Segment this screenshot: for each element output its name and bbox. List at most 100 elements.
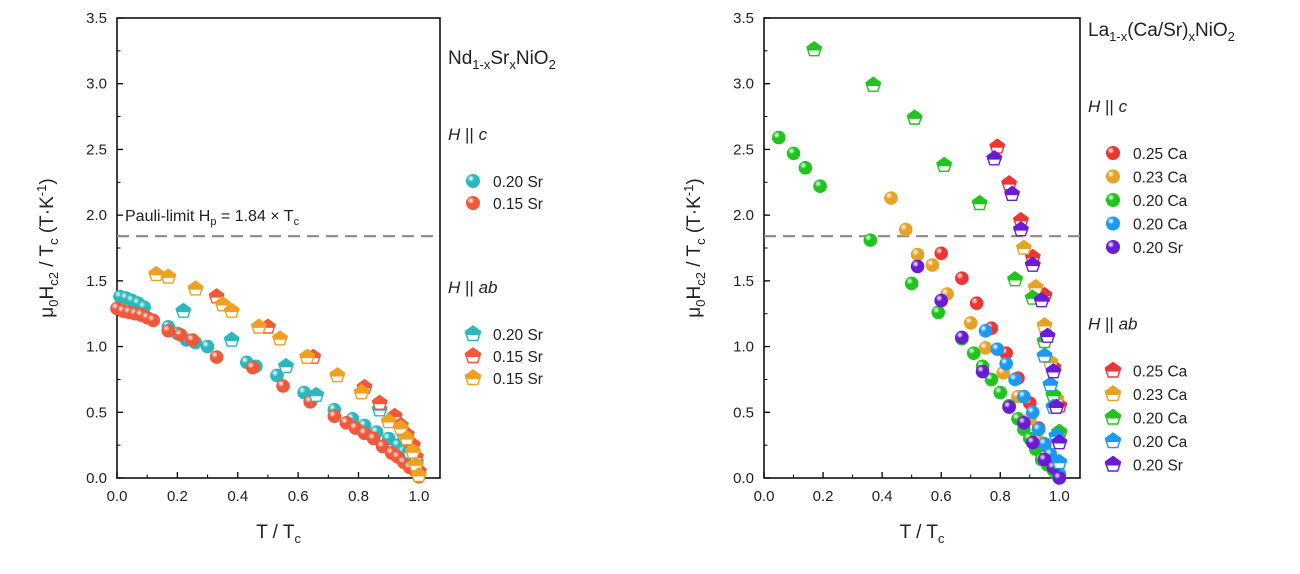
data-point [999, 356, 1013, 371]
y-tick-label: 3.0 [86, 76, 107, 93]
x-tick-label: 0.8 [990, 488, 1011, 505]
data-point [223, 302, 240, 318]
data-point [392, 419, 409, 435]
panel-title: La1-x(Ca/Sr)xNiO2 [1088, 20, 1235, 44]
legend-marker [464, 325, 482, 342]
data-point [936, 156, 953, 173]
y-tick-label: 0.0 [733, 470, 754, 487]
data-point [1017, 416, 1031, 430]
x-axis-label: T / Tc [900, 522, 945, 546]
y-tick-label: 1.0 [733, 339, 754, 356]
data-point [371, 394, 388, 410]
x-tick-label: 1.0 [1049, 488, 1070, 505]
data-point [270, 368, 284, 383]
panel-nd-srnio2: 0.0 0.2 0.4 0.6 0.8 1.0 0.0 0.5 1.0 1.5 2.0 2.5 3.0 3… [34, 10, 556, 546]
data-point [148, 265, 165, 282]
legend-label: 0.25 Ca [1133, 146, 1188, 163]
data-point [380, 413, 397, 429]
data-point [1006, 271, 1024, 287]
data-point [934, 293, 948, 308]
legend-group-header: H || ab [448, 278, 497, 297]
y-tick-label: 1.0 [86, 339, 107, 356]
y-axis-label: μ0Hc2 / Tc (T·K-1) [681, 178, 708, 317]
data-point [246, 360, 260, 375]
y-axis-label: μ0Hc2 / Tc (T·K-1) [34, 178, 61, 317]
data-point [863, 233, 878, 247]
data-point [366, 431, 381, 446]
data-point [398, 430, 415, 446]
data-point [1012, 221, 1030, 237]
panel-la-casr-nio2: 0.0 0.2 0.4 0.6 0.8 1.0 0.0 0.5 1.0 1.5 2.0 2.5 3.0 3… [681, 10, 1235, 546]
data-point [910, 247, 925, 262]
legend-marker [1104, 432, 1122, 449]
data-point [904, 276, 919, 291]
x-axis-label: T / Tc [256, 522, 301, 546]
data-point [969, 296, 984, 311]
series-sphere-2 [771, 130, 1067, 484]
data-point [1037, 437, 1052, 451]
data-point [934, 246, 948, 261]
data-point [1017, 389, 1031, 404]
y-tick-label: 2.5 [733, 141, 754, 158]
data-point [813, 179, 827, 194]
data-point [806, 41, 823, 57]
data-point [925, 258, 940, 272]
data-point [963, 316, 978, 330]
data-point [276, 379, 290, 393]
legend-marker [1106, 216, 1120, 231]
y-tick-label: 2.0 [733, 207, 754, 224]
y-tick-label: 2.5 [86, 141, 107, 158]
x-tick-label: 0.6 [288, 488, 309, 505]
legend-marker [466, 196, 480, 210]
data-point [966, 346, 981, 360]
data-point [978, 341, 993, 355]
legend-group-header: H || c [1088, 97, 1128, 116]
pauli-limit-label: Pauli-limit Hp = 1.84 × Tc [125, 208, 300, 228]
legend-label: 0.20 Sr [493, 174, 543, 191]
data-point [187, 280, 204, 296]
legend-marker [1104, 385, 1122, 402]
data-point [906, 109, 923, 125]
data-point [1025, 435, 1040, 450]
panel-title: Nd1-xSrxNiO2 [448, 48, 556, 72]
legend-marker [1106, 240, 1120, 254]
data-point [299, 348, 316, 364]
legend-label: 0.23 Ca [1133, 170, 1188, 187]
legend-label: 0.15 Sr [493, 371, 543, 388]
x-tick-label: 0.6 [931, 488, 952, 505]
data-point [898, 222, 913, 237]
y-tick-label: 0.0 [86, 470, 107, 487]
y-tick-label: 2.0 [86, 207, 107, 224]
legend-label: 0.20 Ca [1133, 217, 1188, 234]
x-tick-label: 0.2 [167, 488, 188, 505]
data-point [200, 339, 215, 354]
data-point [798, 161, 813, 175]
data-point [1039, 327, 1056, 343]
data-point [975, 364, 990, 379]
x-tick-label: 0.4 [872, 488, 893, 505]
legend-group-header: H || ab [1088, 315, 1137, 334]
legend-marker [1106, 146, 1120, 160]
data-point [1025, 405, 1040, 420]
data-point [173, 327, 188, 342]
x-tick-label: 0.4 [227, 488, 248, 505]
series-pentagon-9 [986, 150, 1068, 450]
legend-marker [464, 347, 482, 364]
data-point [1052, 471, 1067, 485]
legend-label: 0.20 Sr [1133, 240, 1183, 257]
data-point [1003, 185, 1021, 202]
legend-label: 0.20 Ca [1133, 193, 1188, 210]
data-point [404, 443, 421, 459]
data-point [1008, 372, 1022, 387]
data-point [989, 138, 1006, 154]
series-sphere-1 [884, 191, 1067, 483]
data-point [1036, 347, 1053, 363]
legend-label: 0.15 Sr [493, 349, 543, 366]
x-tick-label: 0.2 [813, 488, 834, 505]
legend-marker [464, 369, 482, 386]
legend-label: 0.25 Ca [1133, 364, 1188, 381]
series-sphere-4 [910, 259, 1067, 485]
data-point [993, 385, 1008, 400]
data-point [1051, 434, 1068, 450]
